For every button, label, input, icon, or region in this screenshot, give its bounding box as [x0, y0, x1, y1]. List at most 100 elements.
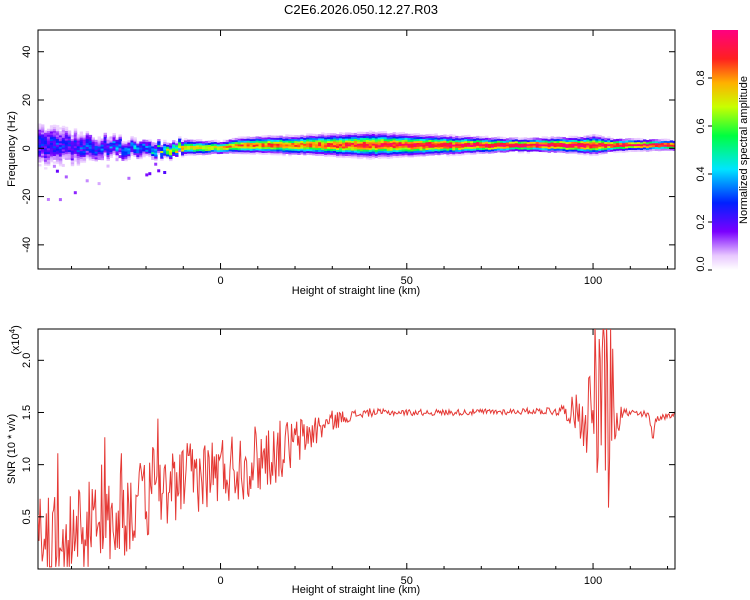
spectrogram-cell: [240, 148, 244, 151]
spectrogram-cell: [601, 138, 605, 141]
spectrogram-cell: [52, 151, 57, 155]
spectrogram-cell: [121, 154, 125, 157]
spectrogram-cell: [496, 144, 501, 147]
spectrogram-cell: [336, 140, 340, 143]
spectrogram-cell: [410, 153, 414, 156]
spectrogram-cell: [508, 141, 513, 144]
spectrogram-cell: [392, 155, 396, 158]
spectrogram-cell: [240, 136, 244, 139]
spectrogram-cell: [139, 149, 143, 152]
spectrogram-cell: [461, 137, 465, 140]
spectrogram-cell: [452, 152, 456, 155]
spectrogram-cell: [91, 150, 95, 154]
spectrogram-cell: [210, 141, 215, 145]
spectrogram-cell: [270, 152, 274, 156]
snr-frame: [37, 328, 676, 570]
spectrogram-cell: [124, 158, 128, 162]
spectrogram-cell: [49, 127, 54, 130]
spectrogram-cell: [392, 138, 396, 141]
spectrogram-cell: [339, 153, 343, 156]
spectrogram-cell: [607, 143, 611, 147]
spectrogram-cell: [234, 149, 239, 152]
spectrogram-cell: [616, 150, 620, 153]
spectrogram-cell: [285, 136, 289, 139]
spectrogram-cell: [55, 134, 60, 138]
spectrogram-cell: [580, 142, 584, 146]
spectrogram-cell: [44, 134, 48, 137]
spectrogram-cell: [619, 144, 623, 147]
spectrogram-cell: [467, 148, 471, 151]
spectrogram-cell: [240, 146, 244, 149]
spectrogram-cell: [130, 140, 134, 143]
spectrogram-cell: [109, 138, 113, 141]
spectrogram-cell: [70, 163, 75, 167]
spectrogram-cell: [559, 144, 563, 147]
spectrogram-cell: [324, 154, 328, 157]
spectrogram-x-axis-label: Height of straight line (km): [292, 285, 420, 297]
spectrogram-cell: [187, 143, 191, 146]
spectrogram-cell: [321, 151, 325, 154]
spectrogram-cell: [187, 145, 191, 148]
spectrogram-cell: [312, 147, 316, 150]
snr-x-tick-label: 0: [217, 575, 223, 587]
spectrogram-cell: [309, 133, 313, 136]
spectrogram-cell: [345, 151, 349, 154]
spectrogram-cell: [52, 142, 57, 145]
spectrogram-cell: [470, 148, 474, 151]
spectrogram-cell: [303, 149, 307, 152]
spectrogram-cell: [118, 149, 122, 153]
spectrogram-cell: [136, 149, 140, 152]
spectrogram-cell: [193, 145, 197, 148]
spectrogram-cell: [184, 149, 188, 152]
spectrogram-cell: [318, 134, 322, 137]
spectrogram-cell: [44, 147, 48, 151]
spectrogram-cell: [470, 152, 474, 155]
spectrogram-cell: [452, 142, 456, 145]
spectrogram-cell: [371, 135, 376, 138]
spectrogram-cell: [628, 147, 632, 150]
spectrogram-cell: [455, 135, 459, 139]
spectrogram-cell: [616, 138, 620, 142]
spectrogram-cell: [151, 147, 155, 151]
spectrogram-cell: [499, 148, 504, 151]
spectrogram-cell: [249, 136, 253, 140]
spectrogram-cell: [267, 150, 271, 153]
spectrogram-cell: [407, 155, 411, 158]
spectrogram-cell: [222, 139, 227, 142]
spectrogram-cell: [46, 132, 51, 135]
spectrogram-cell: [550, 142, 554, 145]
spectrogram-cell: [243, 144, 247, 147]
spectrogram-cell: [425, 136, 429, 139]
spectrogram-cell: [118, 140, 122, 143]
spectrogram-cell: [121, 147, 125, 150]
spectrogram-cell: [368, 155, 373, 158]
spectrogram-cell: [169, 149, 173, 152]
spectrogram-cell: [246, 140, 250, 143]
spectrogram-cell: [106, 137, 110, 140]
spectrogram-cell: [336, 149, 340, 152]
spectrogram-cell: [216, 144, 221, 147]
spectrogram-cell: [309, 148, 313, 152]
spectrogram-cell: [392, 140, 396, 143]
spectrogram-cell: [562, 148, 566, 151]
spectrogram-cell: [365, 147, 370, 150]
spectrogram-cell: [395, 153, 399, 157]
spectrogram-cell: [85, 142, 90, 145]
spectrogram-cell: [362, 151, 367, 154]
spectrogram-cell: [46, 157, 51, 160]
spectrogram-cell: [160, 144, 164, 148]
spectrogram-cell: [246, 138, 250, 141]
spectrogram-cell: [598, 148, 602, 151]
spectrogram-cell: [324, 146, 328, 150]
spectrogram-cell: [181, 143, 185, 146]
spectrogram-cell: [556, 146, 560, 149]
spectrogram-cell: [470, 140, 474, 144]
spectrogram-cell: [46, 153, 51, 157]
spectrogram-cell: [306, 137, 310, 140]
spectrogram-cell: [395, 146, 399, 149]
spectrogram-cell: [100, 144, 104, 147]
spectrogram-cell: [577, 142, 581, 145]
spectrogram-cell: [398, 143, 402, 147]
spectrogram-cell: [595, 134, 599, 137]
spectrogram-cell: [133, 139, 137, 142]
